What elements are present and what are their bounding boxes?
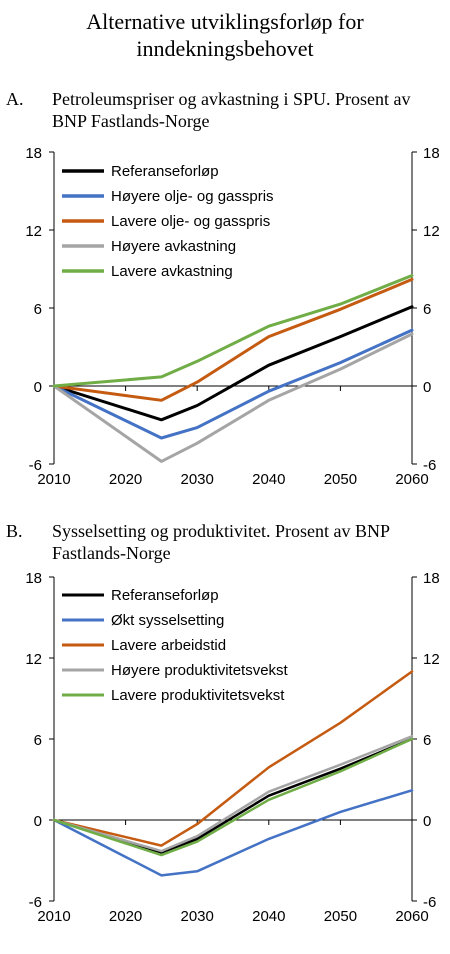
y-tick-label-left: 0 xyxy=(34,813,42,830)
legend-label-3: Høyere avkastning xyxy=(111,238,236,255)
figure-title: Alternative utviklingsforløp for inndekn… xyxy=(86,9,364,61)
legend-label-2: Lavere arbeidstid xyxy=(111,637,226,654)
y-tick-label-right: 6 xyxy=(423,301,431,318)
y-tick-label-left: 12 xyxy=(25,223,42,240)
legend-label-4: Lavere avkastning xyxy=(111,263,233,280)
panel-b-chart: -6 -6 0 0 6 6 12 12 18 18 2010 2020 2030 2040 2050 2060… xyxy=(25,570,440,925)
legend-label-4: Lavere produktivitetsvekst xyxy=(111,687,285,704)
y-tick-label-left: 12 xyxy=(25,651,42,668)
series-line-2 xyxy=(52,670,414,847)
series-line-2 xyxy=(52,277,414,402)
series-line-3 xyxy=(52,735,414,853)
x-tick-label: 2040 xyxy=(252,908,285,925)
y-tick-label-left: -6 xyxy=(29,457,42,474)
panel-b-title-block: B. Sysselsetting og produktivitet. Prose… xyxy=(6,520,446,564)
panel-b-title: Sysselsetting og produktivitet. Prosent … xyxy=(52,521,390,563)
y-tick-label-right: -6 xyxy=(423,894,436,911)
legend-label-0: Referanseforløp xyxy=(111,587,219,604)
y-tick-label-right: 12 xyxy=(423,223,440,240)
panel-b-letter: B. xyxy=(6,521,23,541)
x-tick-label: 2010 xyxy=(37,471,70,488)
x-tick-label: 2050 xyxy=(324,471,357,488)
series-line-0 xyxy=(52,305,414,422)
x-tick-label: 2030 xyxy=(181,471,214,488)
y-tick-label-left: 0 xyxy=(34,379,42,396)
y-tick-label-right: -6 xyxy=(423,457,436,474)
legend-label-1: Høyere olje- og gasspris xyxy=(111,188,274,205)
y-tick-label-right: 0 xyxy=(423,813,431,830)
x-tick-label: 2050 xyxy=(324,908,357,925)
panel-a-title: Petroleumspriser og avkastning i SPU. Pr… xyxy=(52,89,411,131)
series-line-4 xyxy=(52,274,414,388)
y-tick-label-left: 6 xyxy=(34,732,42,749)
x-tick-label: 2020 xyxy=(109,908,142,925)
y-tick-label-right: 18 xyxy=(423,570,440,587)
panel-a-title-block: A. Petroleumspriser og avkastning i SPU.… xyxy=(6,88,446,132)
x-tick-label: 2060 xyxy=(395,471,428,488)
y-tick-label-left: 18 xyxy=(25,145,42,162)
x-tick-label: 2060 xyxy=(395,908,428,925)
y-tick-label-right: 18 xyxy=(423,145,440,162)
series-line-4 xyxy=(52,737,414,857)
panel-a-chart: -6 -6 0 0 6 6 12 12 18 18 2010 2020 2030 2040 2050 2060… xyxy=(25,145,440,488)
y-tick-label-right: 0 xyxy=(423,379,431,396)
x-tick-label: 2010 xyxy=(37,908,70,925)
x-tick-label: 2040 xyxy=(252,471,285,488)
y-tick-label-left: 18 xyxy=(25,570,42,587)
panel-a-letter: A. xyxy=(6,89,24,109)
y-tick-label-right: 12 xyxy=(423,651,440,668)
legend-label-3: Høyere produktivitetsvekst xyxy=(111,662,289,679)
series-line-3 xyxy=(52,332,414,463)
legend-label-2: Lavere olje- og gasspris xyxy=(111,213,270,230)
series-line-1 xyxy=(52,328,414,440)
legend-label-1: Økt sysselsetting xyxy=(111,612,224,629)
y-tick-label-right: 6 xyxy=(423,732,431,749)
x-tick-label: 2020 xyxy=(109,471,142,488)
y-tick-label-left: 6 xyxy=(34,301,42,318)
x-tick-label: 2030 xyxy=(181,908,214,925)
legend-label-0: Referanseforløp xyxy=(111,163,219,180)
y-tick-label-left: -6 xyxy=(29,894,42,911)
series-line-1 xyxy=(52,789,414,877)
